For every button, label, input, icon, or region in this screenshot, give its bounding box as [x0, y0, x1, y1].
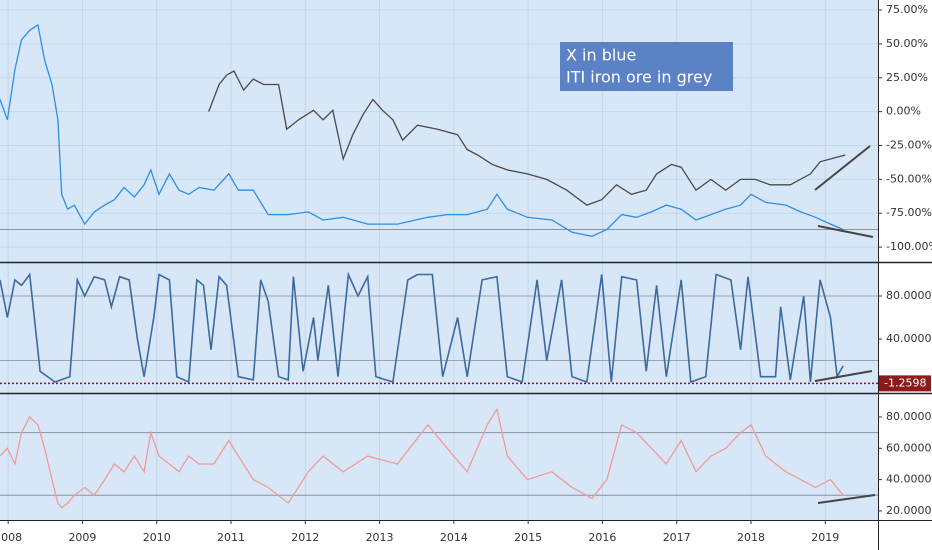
- series-line: [0, 407, 844, 509]
- y-tick-label: -25.00%: [886, 138, 932, 151]
- x-tick-label: 2009: [68, 531, 96, 544]
- y-tick-label: 60.0000: [886, 441, 932, 454]
- y-tick-label: 50.00%: [886, 37, 928, 50]
- trend-line: [817, 494, 876, 504]
- x-tick-label: 2012: [291, 531, 319, 544]
- y-tick-label: 40.0000: [886, 473, 932, 486]
- y-tick-label: 20.0000: [886, 504, 932, 517]
- x-tick-label: 2008: [0, 531, 22, 544]
- y-tick-label: -75.00%: [886, 206, 932, 219]
- series-line: [0, 23, 844, 237]
- x-tick-label: 2014: [440, 531, 468, 544]
- series-line: [0, 271, 844, 384]
- y-tick-label: -50.00%: [886, 172, 932, 185]
- y-tick-label: 40.0000: [886, 332, 932, 345]
- annotation: X in blue: [566, 46, 636, 65]
- y-tick-label: 80.0000: [886, 410, 932, 423]
- x-tick-label: 2010: [143, 531, 171, 544]
- y-tick-label: -100.00%: [886, 240, 932, 253]
- trend-line: [814, 370, 873, 382]
- trend-line: [817, 225, 874, 238]
- marker-label-box: [879, 375, 931, 392]
- x-tick-label: 2017: [663, 531, 691, 544]
- x-tick-label: 2013: [366, 531, 394, 544]
- y-tick-label: 25.00%: [886, 71, 928, 84]
- x-tick-label: 2016: [588, 531, 616, 544]
- x-tick-label: 2019: [811, 531, 839, 544]
- trend-line: [814, 145, 871, 191]
- x-tick-label: 2011: [217, 531, 245, 544]
- y-tick-label: 0.00%: [886, 105, 921, 118]
- marks: [0, 23, 846, 509]
- x-tick-label: 2015: [514, 531, 542, 544]
- annotation-box: [560, 42, 733, 91]
- y-tick-label: 80.0000: [886, 289, 932, 302]
- annotation: ITI iron ore in grey: [566, 68, 712, 87]
- series-line: [208, 70, 846, 206]
- marker-label: -1.2598: [884, 376, 926, 389]
- y-tick-label: 75.00%: [886, 3, 928, 16]
- x-tick-label: 2018: [737, 531, 765, 544]
